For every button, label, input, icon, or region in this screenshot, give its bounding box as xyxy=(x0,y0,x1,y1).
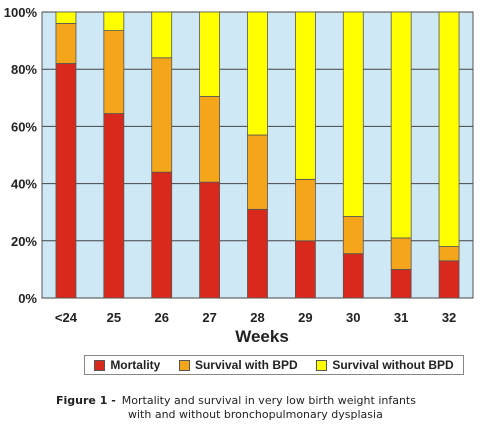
x-axis-label: Weeks xyxy=(235,327,289,346)
legend-item-survival-without-bpd: Survival without BPD xyxy=(316,358,454,372)
bar-segment-mortality xyxy=(103,113,125,299)
legend-item-mortality: Mortality xyxy=(94,358,160,372)
x-tick-label: 28 xyxy=(250,310,264,325)
bar-segment-mortality xyxy=(342,253,364,299)
y-tick-label: 60% xyxy=(11,119,37,134)
legend-item-survival-with-bpd: Survival with BPD xyxy=(178,358,298,372)
y-tick-label: 0% xyxy=(18,291,37,306)
figure-caption: Figure 1 - Mortality and survival in very… xyxy=(56,394,476,422)
legend-label-survival-with-bpd: Survival with BPD xyxy=(194,358,298,372)
bar-segment-survival-with-bpd xyxy=(247,134,268,210)
legend-swatch-survival-with-bpd xyxy=(178,359,190,371)
legend-swatch-survival-without-bpd xyxy=(316,359,328,371)
bar-segment-mortality xyxy=(247,208,268,299)
bar-segment-survival-without-bpd xyxy=(151,11,173,59)
bar-segment-survival-with-bpd xyxy=(103,30,125,114)
caption-line-2: with and without bronchopulmonary dyspla… xyxy=(128,408,383,421)
y-tick-label: 80% xyxy=(11,62,37,77)
bar-segment-survival-with-bpd xyxy=(55,23,77,64)
bar-segment-survival-with-bpd xyxy=(390,237,412,270)
bar-segment-mortality xyxy=(55,63,77,299)
x-tick-label: 26 xyxy=(154,310,168,325)
x-tick-label: 30 xyxy=(346,310,360,325)
bar-segment-survival-with-bpd xyxy=(151,57,173,173)
bar-segment-survival-without-bpd xyxy=(103,11,125,31)
bar-segment-survival-without-bpd xyxy=(199,11,221,97)
y-tick-label: 100% xyxy=(4,5,38,20)
bar-segment-survival-without-bpd xyxy=(294,11,316,180)
x-tick-label: 27 xyxy=(202,310,216,325)
x-tick-label: 31 xyxy=(394,310,408,325)
stacked-bar-chart: 0% 20% 40% 60% 80% 100% <24 25 26 27 28 29 30 31 32 W… xyxy=(4,5,474,346)
bar-segment-survival-without-bpd xyxy=(247,11,268,136)
bar-segment-survival-with-bpd xyxy=(438,246,460,262)
x-axis-ticks: <24 25 26 27 28 29 30 31 32 xyxy=(55,310,456,325)
y-axis-ticks: 0% 20% 40% 60% 80% 100% xyxy=(4,5,38,306)
x-tick-label: 25 xyxy=(107,310,121,325)
bar-segment-survival-without-bpd xyxy=(55,11,77,24)
bar-segment-survival-without-bpd xyxy=(342,11,364,217)
x-tick-label: 32 xyxy=(442,310,456,325)
bar-segment-mortality xyxy=(199,181,221,299)
bar-segment-survival-with-bpd xyxy=(294,178,316,242)
bars xyxy=(55,11,460,299)
y-tick-label: 40% xyxy=(11,177,37,192)
caption-label: Figure 1 - xyxy=(56,394,116,407)
y-tick-label: 20% xyxy=(11,234,37,249)
bar-segment-survival-with-bpd xyxy=(342,216,364,255)
x-tick-label: <24 xyxy=(55,310,78,325)
legend-swatch-mortality xyxy=(94,359,106,371)
bar-segment-survival-without-bpd xyxy=(390,11,412,239)
bar-segment-mortality xyxy=(390,268,412,299)
legend-label-mortality: Mortality xyxy=(110,358,161,372)
bar-segment-survival-with-bpd xyxy=(199,95,221,183)
bar-segment-survival-without-bpd xyxy=(438,11,460,247)
bar-segment-mortality xyxy=(438,260,460,299)
legend-label-survival-without-bpd: Survival without BPD xyxy=(332,358,454,372)
caption-line-1: Mortality and survival in very low birth… xyxy=(121,394,416,407)
bar-segment-mortality xyxy=(151,171,173,299)
legend: Mortality Survival with BPD Survival wit… xyxy=(84,355,464,375)
bar-segment-mortality xyxy=(294,240,316,299)
x-tick-label: 29 xyxy=(298,310,312,325)
